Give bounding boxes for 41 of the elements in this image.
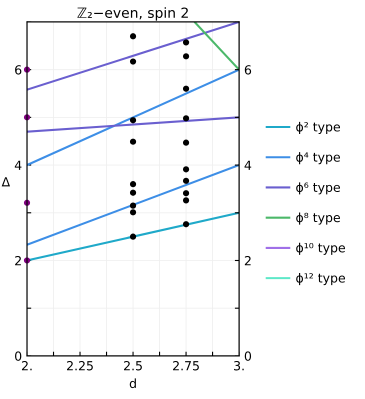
point bbox=[182, 166, 190, 172]
point bbox=[130, 181, 136, 188]
legend-label: ϕ⁴ type bbox=[296, 152, 340, 164]
x-tick-label: 2. bbox=[22, 360, 32, 370]
y-tick-label: 2 bbox=[15, 256, 21, 266]
x-tick-label: 2.25 bbox=[67, 360, 93, 370]
y2-tick-label: 6 bbox=[244, 65, 252, 75]
point bbox=[130, 138, 136, 145]
point bbox=[130, 190, 136, 196]
y2-tick-label: 0 bbox=[244, 351, 252, 361]
point bbox=[182, 178, 190, 184]
point bbox=[182, 53, 190, 60]
y-tick-label: 0 bbox=[15, 351, 22, 361]
legend-label: ϕ² type bbox=[296, 122, 340, 134]
point bbox=[182, 86, 190, 92]
legend-label: ϕ⁸ type bbox=[296, 212, 340, 225]
chart-title: ℤ₂−even, spin 2 bbox=[77, 7, 188, 21]
y-tick-label: 6 bbox=[15, 65, 22, 75]
point bbox=[182, 221, 190, 228]
legend-label: ϕ¹² type bbox=[296, 273, 345, 286]
point bbox=[182, 197, 190, 204]
point bbox=[130, 58, 136, 65]
point bbox=[182, 115, 190, 122]
x-tick-label: 2.75 bbox=[173, 360, 199, 370]
y-axis-title: Δ bbox=[2, 177, 10, 186]
y2-tick-label: 4 bbox=[244, 160, 252, 170]
y2-tick-label: 2 bbox=[244, 256, 251, 266]
point bbox=[130, 209, 136, 216]
point bbox=[130, 234, 136, 240]
point bbox=[182, 39, 190, 46]
legend-label: ϕ¹⁰ type bbox=[296, 242, 345, 255]
x-tick-label: 3. bbox=[234, 360, 244, 370]
legend-label: ϕ⁶ type bbox=[296, 182, 340, 194]
point bbox=[182, 140, 190, 146]
y-tick-label: 4 bbox=[14, 160, 22, 170]
point bbox=[130, 202, 136, 209]
point bbox=[130, 33, 136, 40]
point bbox=[182, 190, 190, 196]
x-tick-label: 2.5 bbox=[124, 360, 142, 370]
point bbox=[130, 117, 136, 124]
x-axis-title: d bbox=[130, 378, 136, 388]
